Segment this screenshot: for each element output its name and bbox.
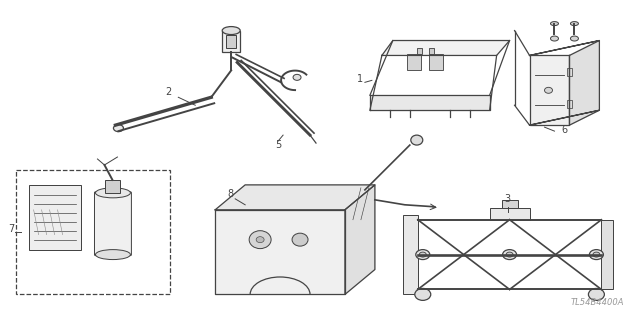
Polygon shape [345,185,375,294]
FancyBboxPatch shape [407,55,420,70]
Ellipse shape [589,249,604,260]
Ellipse shape [95,188,131,198]
Ellipse shape [550,36,559,41]
Ellipse shape [502,249,516,260]
FancyBboxPatch shape [95,192,131,256]
Ellipse shape [419,252,426,257]
FancyBboxPatch shape [222,31,240,52]
Ellipse shape [506,252,513,257]
Ellipse shape [570,22,579,26]
Text: 5: 5 [275,140,281,150]
Text: 2: 2 [165,87,172,97]
Ellipse shape [222,26,240,34]
Polygon shape [529,41,600,56]
Ellipse shape [292,233,308,246]
Ellipse shape [415,288,431,300]
Ellipse shape [249,231,271,249]
Text: 1: 1 [356,74,363,84]
Ellipse shape [593,252,600,257]
Polygon shape [215,185,375,210]
Polygon shape [215,210,345,294]
FancyBboxPatch shape [568,100,572,108]
Polygon shape [529,56,570,125]
Polygon shape [570,41,600,125]
Ellipse shape [416,249,430,260]
Ellipse shape [545,87,552,93]
Text: 7: 7 [9,224,15,234]
Text: TL54B4400A: TL54B4400A [571,298,625,307]
Ellipse shape [113,125,124,132]
Ellipse shape [256,237,264,243]
FancyBboxPatch shape [417,48,422,55]
Polygon shape [370,95,490,110]
FancyBboxPatch shape [403,215,418,294]
FancyBboxPatch shape [429,48,434,55]
Ellipse shape [95,249,131,260]
FancyBboxPatch shape [429,55,443,70]
FancyBboxPatch shape [602,220,613,289]
Polygon shape [382,41,509,56]
FancyBboxPatch shape [226,34,236,48]
Text: 6: 6 [561,125,568,135]
Ellipse shape [570,36,579,41]
FancyBboxPatch shape [29,185,81,249]
FancyBboxPatch shape [502,200,518,208]
Ellipse shape [550,22,559,26]
Ellipse shape [588,288,604,300]
FancyBboxPatch shape [568,68,572,76]
FancyBboxPatch shape [106,180,120,193]
FancyBboxPatch shape [490,208,529,220]
Polygon shape [529,110,600,125]
Ellipse shape [293,74,301,80]
Text: 8: 8 [227,189,233,199]
Text: 3: 3 [504,194,511,204]
Ellipse shape [411,135,423,145]
